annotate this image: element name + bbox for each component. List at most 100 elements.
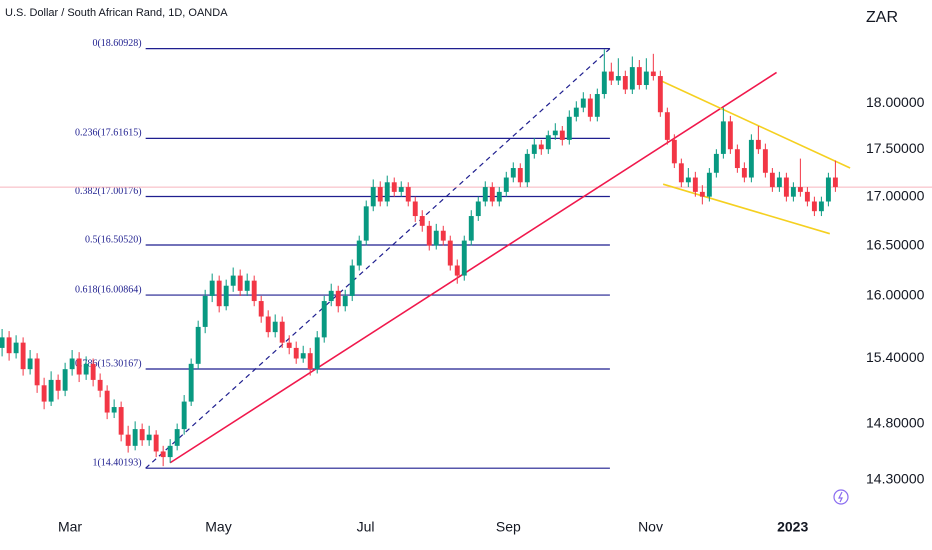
- candle-body: [643, 71, 649, 86]
- candle-body: [48, 379, 54, 402]
- candle-body: [272, 321, 278, 333]
- candle-body: [713, 153, 719, 173]
- candle-body: [426, 225, 432, 246]
- candle-body: [790, 187, 796, 197]
- candle-body: [727, 121, 733, 150]
- x-tick-label: Mar: [58, 519, 82, 535]
- candle-body: [678, 163, 684, 183]
- candle-body: [0, 337, 5, 348]
- candle-body: [132, 429, 138, 446]
- candle-body: [776, 177, 782, 188]
- candle-body: [468, 216, 474, 241]
- candle-body: [202, 295, 208, 327]
- candle-body: [447, 240, 453, 266]
- x-tick-label: 2023: [777, 519, 808, 535]
- candle-body: [461, 240, 467, 276]
- y-tick-label: 16.50000: [866, 236, 925, 252]
- candle-body: [188, 363, 194, 402]
- x-tick-label: May: [205, 519, 231, 535]
- fib-trend: [145, 48, 611, 469]
- candle-body: [104, 390, 110, 413]
- candle-body: [454, 265, 460, 276]
- candle-body: [349, 265, 355, 296]
- candle-body: [734, 149, 740, 169]
- candle-body: [811, 201, 817, 212]
- candle-body: [748, 139, 754, 178]
- candle-body: [167, 445, 173, 458]
- candle-body: [762, 149, 768, 173]
- currency-label: ZAR: [866, 9, 898, 26]
- candle-body: [622, 76, 628, 90]
- candle-body: [20, 342, 26, 370]
- candle-body: [825, 177, 831, 202]
- candle-body: [496, 191, 502, 202]
- candle-body: [34, 358, 40, 386]
- candle-body: [664, 112, 670, 140]
- candle-body: [720, 121, 726, 154]
- candle-body: [174, 429, 180, 446]
- x-tick-label: Jul: [357, 519, 375, 535]
- candle-body: [181, 401, 187, 430]
- candle-body: [489, 187, 495, 202]
- icon-circle[interactable]: [833, 489, 849, 505]
- candle-body: [125, 434, 131, 446]
- candle-body: [391, 182, 397, 192]
- y-tick-label: 17.00000: [866, 187, 925, 203]
- chart-title: U.S. Dollar / South African Rand, 1D, OA…: [5, 7, 228, 19]
- candle-body: [657, 76, 663, 113]
- candle-body: [370, 187, 376, 207]
- candle-body: [545, 135, 551, 150]
- candle-body: [97, 379, 103, 391]
- candle-body: [412, 201, 418, 217]
- trendline: [659, 79, 851, 169]
- y-tick-label: 16.00000: [866, 287, 925, 303]
- y-tick-label: 17.50000: [866, 140, 925, 156]
- candle-body: [671, 139, 677, 164]
- candle-body: [755, 139, 761, 150]
- candle-body: [111, 407, 117, 413]
- candle-body: [475, 201, 481, 217]
- fib-label: 0.786(15.30167): [75, 358, 142, 369]
- candle-body: [118, 407, 124, 435]
- candle-body: [293, 347, 299, 359]
- candle-body: [279, 321, 285, 343]
- candle-body: [832, 177, 838, 188]
- candle-body: [685, 177, 691, 183]
- candle-body: [636, 67, 642, 86]
- candle-body: [363, 206, 369, 241]
- candle-body: [195, 326, 201, 364]
- candle-body: [62, 369, 68, 391]
- candle-body: [251, 280, 257, 302]
- icon-bolt[interactable]: [838, 491, 843, 503]
- candle-body: [90, 363, 96, 380]
- replay-icon[interactable]: [833, 489, 849, 505]
- candle-body: [265, 316, 271, 333]
- candle-body: [692, 177, 698, 192]
- candle-body: [13, 342, 19, 354]
- candle-body: [629, 67, 635, 90]
- candle-body: [594, 94, 600, 117]
- candle-body: [818, 201, 824, 212]
- fib-label: 0.618(16.00864): [75, 284, 142, 295]
- candle-body: [482, 187, 488, 202]
- candle-body: [433, 230, 439, 246]
- fib-label: 0.5(16.50520): [85, 234, 142, 245]
- candle-body: [76, 358, 82, 375]
- candle-body: [286, 342, 292, 348]
- candle-body: [440, 230, 446, 241]
- fib-label: 0(18.60928): [92, 38, 141, 49]
- candle-body: [566, 116, 572, 140]
- candle-body: [699, 191, 705, 197]
- candle-body: [55, 379, 61, 391]
- candle-body: [797, 187, 803, 192]
- candle-body: [146, 434, 152, 441]
- y-tick-label: 14.30000: [866, 471, 925, 487]
- candle-body: [706, 172, 712, 197]
- candle-body: [160, 451, 166, 458]
- candle-body: [517, 168, 523, 183]
- x-tick-label: Sep: [496, 519, 521, 535]
- candle-body: [216, 280, 222, 307]
- candle-body: [601, 71, 607, 95]
- y-tick-label: 14.80000: [866, 414, 925, 430]
- candle-body: [769, 172, 775, 188]
